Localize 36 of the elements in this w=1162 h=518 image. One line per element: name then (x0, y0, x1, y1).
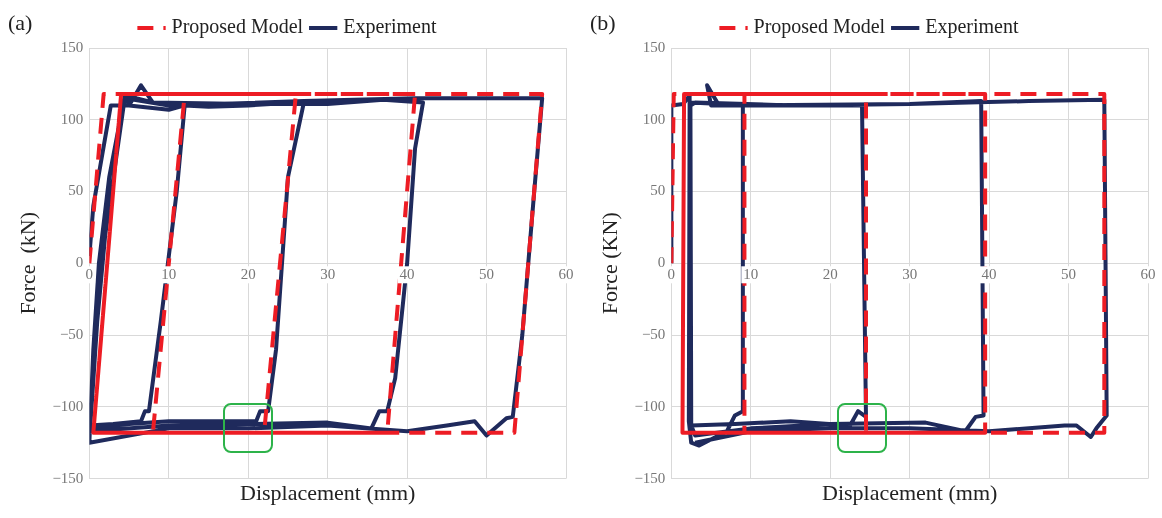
y-tick-label: −50 (59, 326, 84, 342)
y-tick-label: 150 (642, 38, 666, 55)
y-tick-label: 50 (68, 182, 84, 199)
legend-label: Proposed Model (753, 15, 886, 39)
chart-title: (b) (590, 10, 616, 36)
x-tick-label: 30 (902, 265, 918, 282)
y-tick-label: −100 (52, 397, 84, 414)
x-tick-label: 30 (320, 265, 336, 282)
y-tick-label: 100 (60, 110, 84, 127)
x-tick-label: 60 (1140, 265, 1156, 282)
x-tick-label: 40 (399, 265, 415, 282)
x-tick-label: 10 (161, 265, 177, 282)
chart-title: (a) (8, 10, 33, 36)
x-tick-label: 60 (558, 265, 574, 282)
y-axis-title: Force (kN) (14, 211, 40, 315)
x-tick-label: 20 (822, 265, 838, 282)
y-tick-label: 150 (60, 38, 84, 55)
x-axis-title: Displacement (mm) (240, 479, 416, 505)
x-axis-title: Displacement (mm) (822, 479, 998, 505)
x-tick-label: 20 (240, 265, 256, 282)
y-tick-label: −150 (52, 469, 84, 486)
y-tick-label: 100 (642, 110, 666, 127)
legend-label: Proposed Model (171, 15, 304, 39)
x-tick-label: 10 (743, 265, 759, 282)
y-tick-label: 50 (650, 182, 666, 199)
y-axis-title: Force (KN) (596, 212, 622, 315)
y-tick-label: 0 (657, 254, 666, 271)
y-tick-label: −100 (634, 397, 666, 414)
x-tick-label: 50 (479, 265, 495, 282)
y-tick-label: −50 (641, 326, 666, 342)
x-tick-label: 50 (1061, 265, 1077, 282)
legend-label: Experiment (925, 15, 1019, 39)
legend-label: Experiment (343, 15, 437, 39)
y-tick-label: −150 (634, 469, 666, 486)
y-tick-label: 0 (75, 254, 84, 271)
x-tick-label: 40 (981, 265, 997, 282)
